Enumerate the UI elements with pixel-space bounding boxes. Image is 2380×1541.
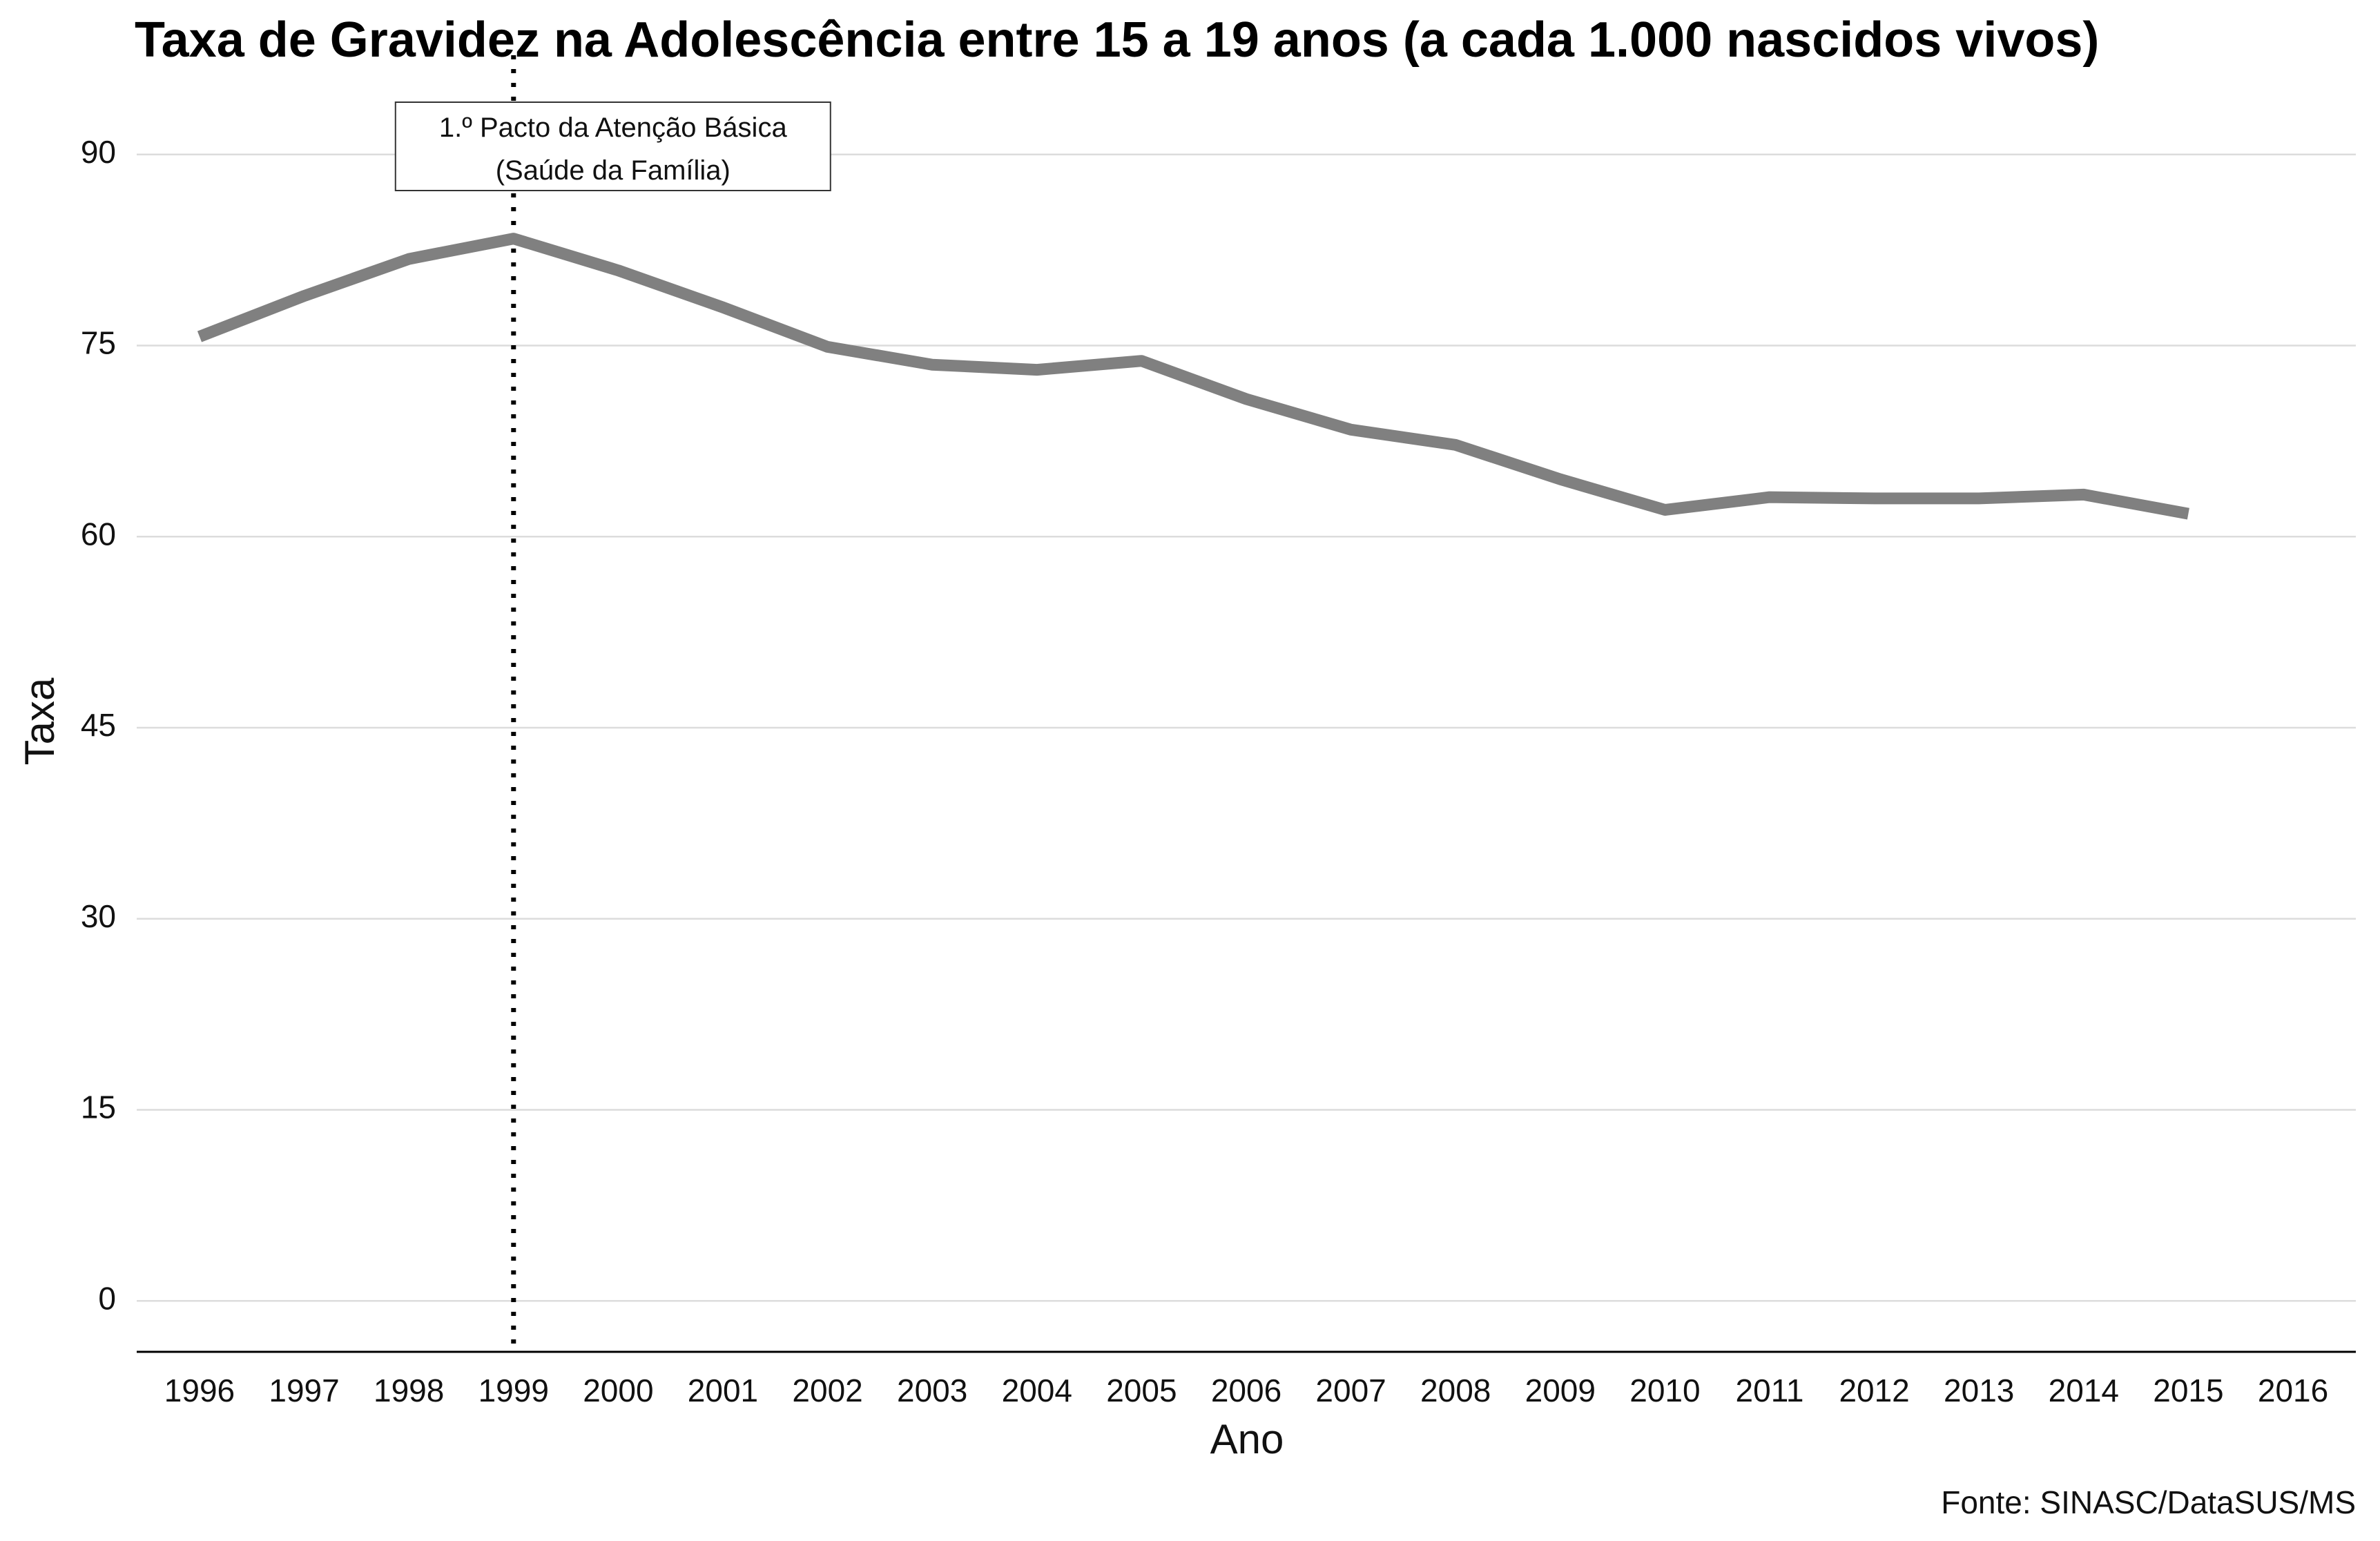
annotation: 1.º Pacto da Atenção Básica (Saúde da Fa…	[394, 101, 831, 191]
y-tick-label: 90	[81, 134, 116, 170]
y-tick-label: 0	[98, 1280, 116, 1316]
annotation-box	[394, 101, 831, 191]
x-tick-label: 2003	[897, 1373, 967, 1408]
x-tick-label: 2015	[2153, 1373, 2223, 1408]
x-tick-label: 2007	[1315, 1373, 1386, 1408]
y-axis-ticks: 0 15 30 45 60 75 90	[81, 134, 116, 1316]
y-tick-label: 60	[81, 516, 116, 552]
series	[197, 233, 2189, 520]
x-tick-label: 1999	[478, 1373, 549, 1408]
x-tick-label: 2009	[1525, 1373, 1596, 1408]
x-tick-label: 2013	[1944, 1373, 2014, 1408]
x-axis-ticks: 1996 1997 1998 1999 2000 2001 2002 2003 2004 2005…	[164, 1373, 2328, 1408]
x-tick-label: 2004	[1002, 1373, 1072, 1408]
y-tick-label: 15	[81, 1089, 116, 1125]
x-tick-label: 2002	[792, 1373, 862, 1408]
x-tick-label: 2011	[1736, 1373, 1804, 1408]
x-tick-label: 2001	[688, 1373, 758, 1408]
x-tick-label: 2005	[1106, 1373, 1177, 1408]
y-axis-title: Taxa	[17, 677, 63, 765]
y-tick-label: 75	[81, 325, 116, 361]
x-tick-label: 2012	[1839, 1373, 1909, 1408]
x-tick-label: 1996	[164, 1373, 235, 1408]
annotation-line-1: 1.º Pacto da Atenção Básica	[439, 113, 788, 143]
x-tick-label: 2008	[1420, 1373, 1491, 1408]
series-line	[197, 233, 2189, 520]
annotation-line-2: (Saúde da Família)	[496, 155, 731, 186]
x-tick-label: 1998	[374, 1373, 444, 1408]
x-tick-label: 2010	[1629, 1373, 1700, 1408]
x-axis-title: Ano	[1210, 1416, 1284, 1462]
source-caption: Fonte: SINASC/DataSUS/MS	[1941, 1484, 2356, 1520]
x-tick-label: 2000	[583, 1373, 653, 1408]
x-tick-label: 2016	[2258, 1373, 2328, 1408]
y-tick-label: 30	[81, 898, 116, 934]
x-tick-label: 2014	[2049, 1373, 2119, 1408]
gridlines	[137, 153, 2356, 1302]
y-tick-label: 45	[81, 707, 116, 743]
x-tick-label: 2006	[1211, 1373, 1281, 1408]
chart-title: Taxa de Gravidez na Adolescência entre 1…	[135, 12, 2099, 68]
x-tick-label: 1997	[269, 1373, 339, 1408]
